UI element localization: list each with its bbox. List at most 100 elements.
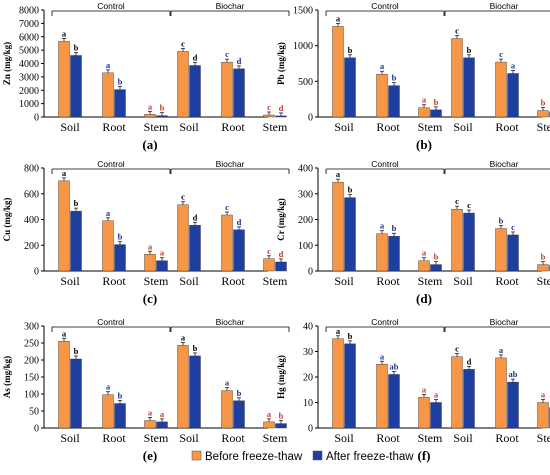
sig-letter-after: b: [348, 185, 353, 195]
y-tick-label: 40: [303, 322, 313, 333]
y-tick-label: 400: [298, 164, 313, 175]
sig-letter-before: a: [541, 390, 546, 400]
sig-letter-before: c: [455, 26, 459, 36]
category-label: Soil: [60, 120, 80, 134]
group-label: Control: [97, 317, 125, 327]
bar-before: [102, 220, 114, 272]
category-label: Soil: [453, 431, 473, 445]
bar-before: [418, 397, 430, 429]
bar-after: [463, 369, 475, 429]
group-bracket-biochar: Biochar: [170, 1, 290, 16]
bar-before: [495, 357, 507, 429]
sig-letter-before: a: [148, 408, 153, 418]
group-label: Control: [97, 1, 125, 11]
sig-letter-before: a: [62, 28, 67, 38]
group-label: Biochar: [216, 159, 245, 169]
sig-letter-after: a: [511, 60, 516, 70]
bar-after: [233, 229, 245, 272]
bar-before: [102, 394, 114, 429]
bar-before: [376, 364, 388, 429]
sig-letter-before: a: [62, 328, 67, 338]
sig-letter-before: a: [499, 345, 504, 355]
group-label: Biochar: [490, 317, 519, 327]
bar-after: [507, 381, 519, 429]
sig-letter-before: a: [422, 384, 427, 394]
sig-letter-before: c: [499, 49, 503, 59]
category-label: Root: [376, 120, 400, 134]
bar-after: [463, 57, 475, 118]
y-tick-label: 200: [24, 241, 39, 252]
category-label: Stem: [263, 274, 288, 288]
y-axis-label: Pb (mg/kg): [276, 42, 286, 85]
group-bracket-control: Control: [51, 159, 171, 174]
bar-before: [177, 345, 189, 429]
bar-after: [156, 260, 168, 272]
category-label: Soil: [179, 120, 199, 134]
y-axis-label: Zn (mg/kg): [2, 42, 12, 85]
bar-before: [144, 420, 156, 429]
group-bracket-control: Control: [325, 1, 445, 16]
bar-before: [221, 214, 233, 272]
bar-before: [495, 228, 507, 272]
sig-letter-before: a: [422, 248, 427, 258]
bar-after: [430, 402, 442, 429]
y-tick-label: 0: [308, 113, 313, 124]
category-label: Stem: [537, 431, 550, 445]
bar-after: [430, 264, 442, 272]
bar-before: [58, 41, 70, 118]
group-label: Control: [371, 159, 399, 169]
category-label: Stem: [418, 431, 443, 445]
category-label: Stem: [418, 120, 443, 134]
category-label: Soil: [60, 431, 80, 445]
sig-letter-after: b: [392, 223, 397, 233]
sig-letter-before: c: [225, 49, 229, 59]
legend-swatch-after: [312, 450, 323, 461]
group-bracket-control: Control: [325, 317, 445, 332]
sig-letter-after: d: [237, 56, 242, 66]
category-label: Root: [221, 120, 245, 134]
bar-before: [451, 208, 463, 272]
category-label: Stem: [263, 120, 288, 134]
sig-letter-after: d: [279, 103, 284, 113]
bar-after: [388, 374, 400, 429]
group-bracket-control: Control: [51, 317, 171, 332]
sig-letter-after: b: [279, 411, 284, 421]
bar-before: [263, 114, 275, 118]
y-tick-label: 800: [24, 164, 39, 175]
bar-before: [495, 61, 507, 118]
y-tick-label: 400: [24, 215, 39, 226]
y-tick-label: 2000: [19, 86, 39, 97]
panel-label: (d): [416, 291, 432, 306]
y-tick-label: 600: [24, 189, 39, 200]
bar-before: [451, 356, 463, 429]
category-label: Soil: [179, 431, 199, 445]
legend-swatch-before: [191, 450, 202, 461]
group-bracket-biochar: Biochar: [170, 159, 290, 174]
sig-letter-after: b: [74, 198, 79, 208]
sig-letter-after: b: [434, 97, 439, 107]
sig-letter-after: d: [279, 249, 284, 259]
category-label: Root: [376, 274, 400, 288]
y-tick-label: 50: [29, 407, 39, 418]
sig-letter-after: d: [467, 356, 472, 366]
bar-after: [189, 225, 201, 272]
sig-letter-before: a: [336, 13, 341, 23]
panel-label: (e): [143, 448, 157, 463]
bar-before: [418, 260, 430, 272]
bar-before: [144, 254, 156, 272]
bar-after: [388, 85, 400, 118]
sig-letter-before: a: [148, 241, 153, 251]
bar-before: [58, 341, 70, 429]
sig-letter-before: a: [336, 326, 341, 336]
panel-label: (f): [418, 448, 431, 463]
y-tick-label: 300: [298, 189, 313, 200]
sig-letter-after: b: [434, 252, 439, 262]
category-label: Soil: [334, 120, 354, 134]
y-tick-label: 20: [303, 373, 313, 384]
category-label: Soil: [334, 431, 354, 445]
bar-after: [156, 421, 168, 429]
y-tick-label: 7000: [19, 19, 39, 30]
sig-letter-after: a: [160, 248, 165, 258]
